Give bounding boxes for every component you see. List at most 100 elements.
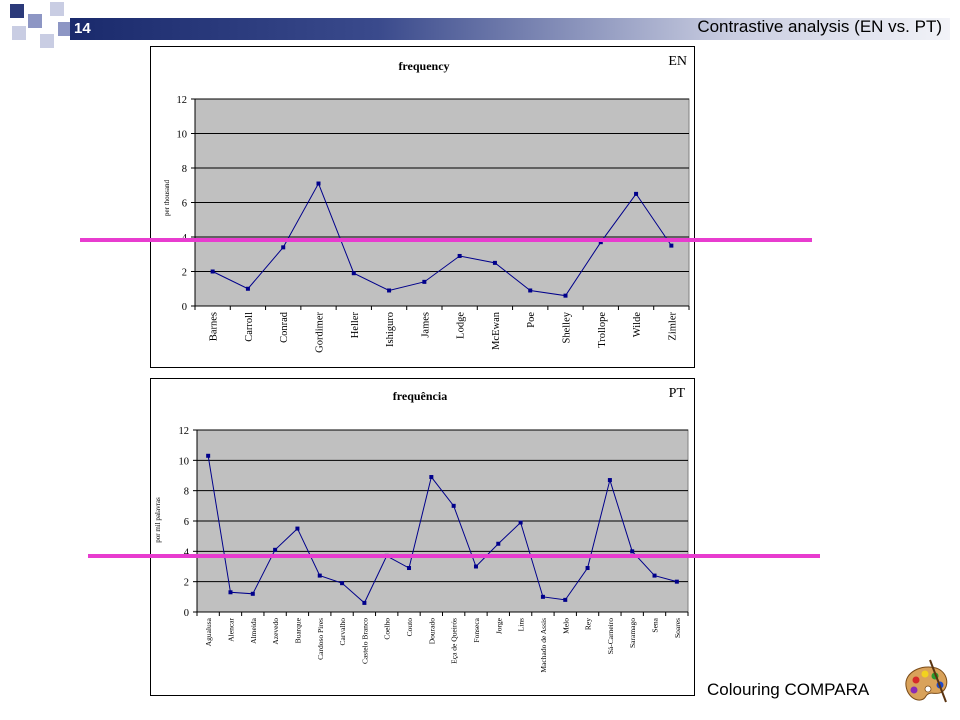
x-tick-label: Heller [350,312,361,339]
data-point [674,579,679,584]
data-point [540,594,545,599]
y-tick-label: 6 [184,517,189,528]
decor-square [58,22,72,36]
data-point [563,293,568,298]
x-tick-label: Jorge [494,617,503,634]
x-tick-label: Dourado [427,618,436,644]
data-point [518,520,523,525]
x-tick-label: Sá-Carneiro [606,618,615,654]
data-point [351,271,356,276]
y-tick-label: 8 [182,164,187,175]
x-tick-label: Shelley [562,311,573,343]
data-point [407,566,412,571]
decor-square [28,14,42,28]
decor-square [40,34,54,48]
data-point [528,288,533,293]
x-tick-label: Eça de Queirós [450,618,459,664]
x-tick-label: Melo [561,618,570,634]
y-tick-label: 10 [177,130,188,141]
x-tick-label: Gordimer [315,312,326,353]
data-point [669,243,674,248]
x-tick-label: Carroll [244,312,255,342]
y-tick-label: 12 [177,95,188,106]
x-tick-label: Ishiguro [385,312,396,347]
corner-label: EN [668,54,687,69]
y-tick-label: 6 [182,199,187,210]
data-point [210,269,215,274]
x-tick-label: Buarque [293,617,302,643]
decor-square [50,2,64,16]
y-axis-label: per thousand [163,180,171,216]
x-tick-label: Almeida [249,617,258,643]
y-tick-label: 0 [184,608,189,619]
y-tick-label: 10 [179,456,190,467]
data-point [492,260,497,265]
x-tick-label: Barnes [209,312,220,341]
data-point [457,253,462,258]
x-tick-label: Azevedo [271,618,280,645]
data-point [585,566,590,571]
data-point [496,541,501,546]
y-axis-label: por mil palavras [154,497,162,543]
x-tick-label: Soares [673,618,682,638]
x-tick-label: Zimler [667,312,678,341]
title-bar [70,18,950,40]
data-point [630,549,635,554]
data-point [451,503,456,508]
x-tick-label: Sena [651,617,660,632]
series-line [207,455,677,604]
x-tick-label: Lins [517,618,526,631]
data-point [598,240,603,245]
x-tick-label: Wilde [632,312,643,338]
en-reference-line [80,238,812,242]
decor-square [10,4,24,18]
data-point [228,590,233,595]
x-tick-label: Fonseca [472,617,481,642]
x-tick-label: Conrad [279,311,290,343]
data-point [340,581,345,586]
decor-square [12,26,26,40]
corner-label: PT [669,386,686,401]
data-point [429,475,434,480]
data-point [607,478,612,483]
x-tick-label: Cardoso Pires [316,618,325,660]
x-tick-label: Alencar [226,617,235,641]
data-point [652,573,657,578]
x-tick-label: Rey [584,618,593,630]
pt-reference-line [88,554,820,558]
y-tick-label: 2 [184,578,189,589]
x-tick-label: Machado de Assis [539,618,548,673]
data-point [317,573,322,578]
data-point [362,600,367,605]
palette-icon [905,659,948,703]
x-tick-label: Lodge [456,312,467,339]
y-tick-label: 4 [184,547,190,558]
x-tick-label: Poe [526,312,537,328]
data-point [281,245,286,250]
y-tick-label: 0 [182,302,187,313]
data-point [387,288,392,293]
x-tick-label: Coelho [383,618,392,640]
data-point [273,547,278,552]
y-tick-label: 12 [179,426,190,437]
y-tick-label: 2 [182,268,187,279]
slide-title: Contrastive analysis (EN vs. PT) [697,17,942,36]
chart-title: frequency [398,59,449,73]
x-tick-label: Couto [405,618,414,637]
slide-number: 14 [74,20,91,37]
data-point [250,591,255,596]
data-point [295,526,300,531]
x-tick-label: Carvalho [338,618,347,646]
x-tick-label: Trollope [597,312,608,348]
chart-title: frequência [393,389,447,403]
data-point [422,279,427,284]
x-tick-label: Saramago [628,618,637,648]
x-tick-label: James [420,312,431,338]
data-point [206,453,211,458]
pt-frequency-chart: frequência PT por mil palavras 0 2 4 6 8 10 12… [150,378,695,696]
data-point [316,181,321,186]
data-point [634,191,639,196]
series-line [212,182,672,297]
data-point [245,286,250,291]
x-tick-label: McEwan [491,311,502,350]
